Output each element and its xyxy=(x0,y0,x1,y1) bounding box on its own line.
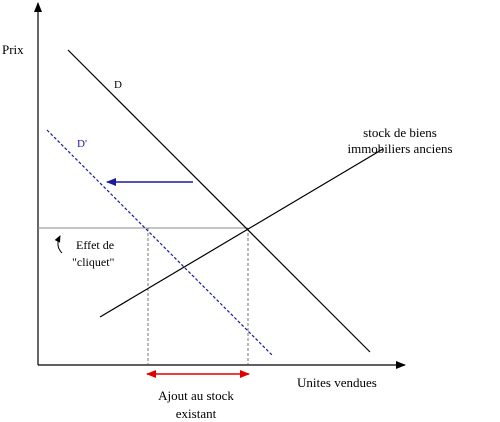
shifted-demand-label: D' xyxy=(77,138,87,150)
supply-curve xyxy=(99,148,384,318)
stock-label: Ajout au stock xyxy=(158,388,234,403)
ratchet-label: "cliquet" xyxy=(72,255,115,269)
supply-label: stock de biens xyxy=(363,125,437,140)
x-axis-label: Unites vendues xyxy=(297,375,377,390)
y-axis-label: Prix xyxy=(2,42,24,57)
ratchet-arrow xyxy=(54,235,63,254)
demand-curve xyxy=(67,49,371,353)
shifted-demand-curve xyxy=(46,129,273,356)
supply-label: immobiliers anciens xyxy=(347,141,452,156)
demand-label: D xyxy=(114,79,122,91)
stock-label: existant xyxy=(176,406,217,421)
ratchet-label: Effet de xyxy=(76,238,114,252)
